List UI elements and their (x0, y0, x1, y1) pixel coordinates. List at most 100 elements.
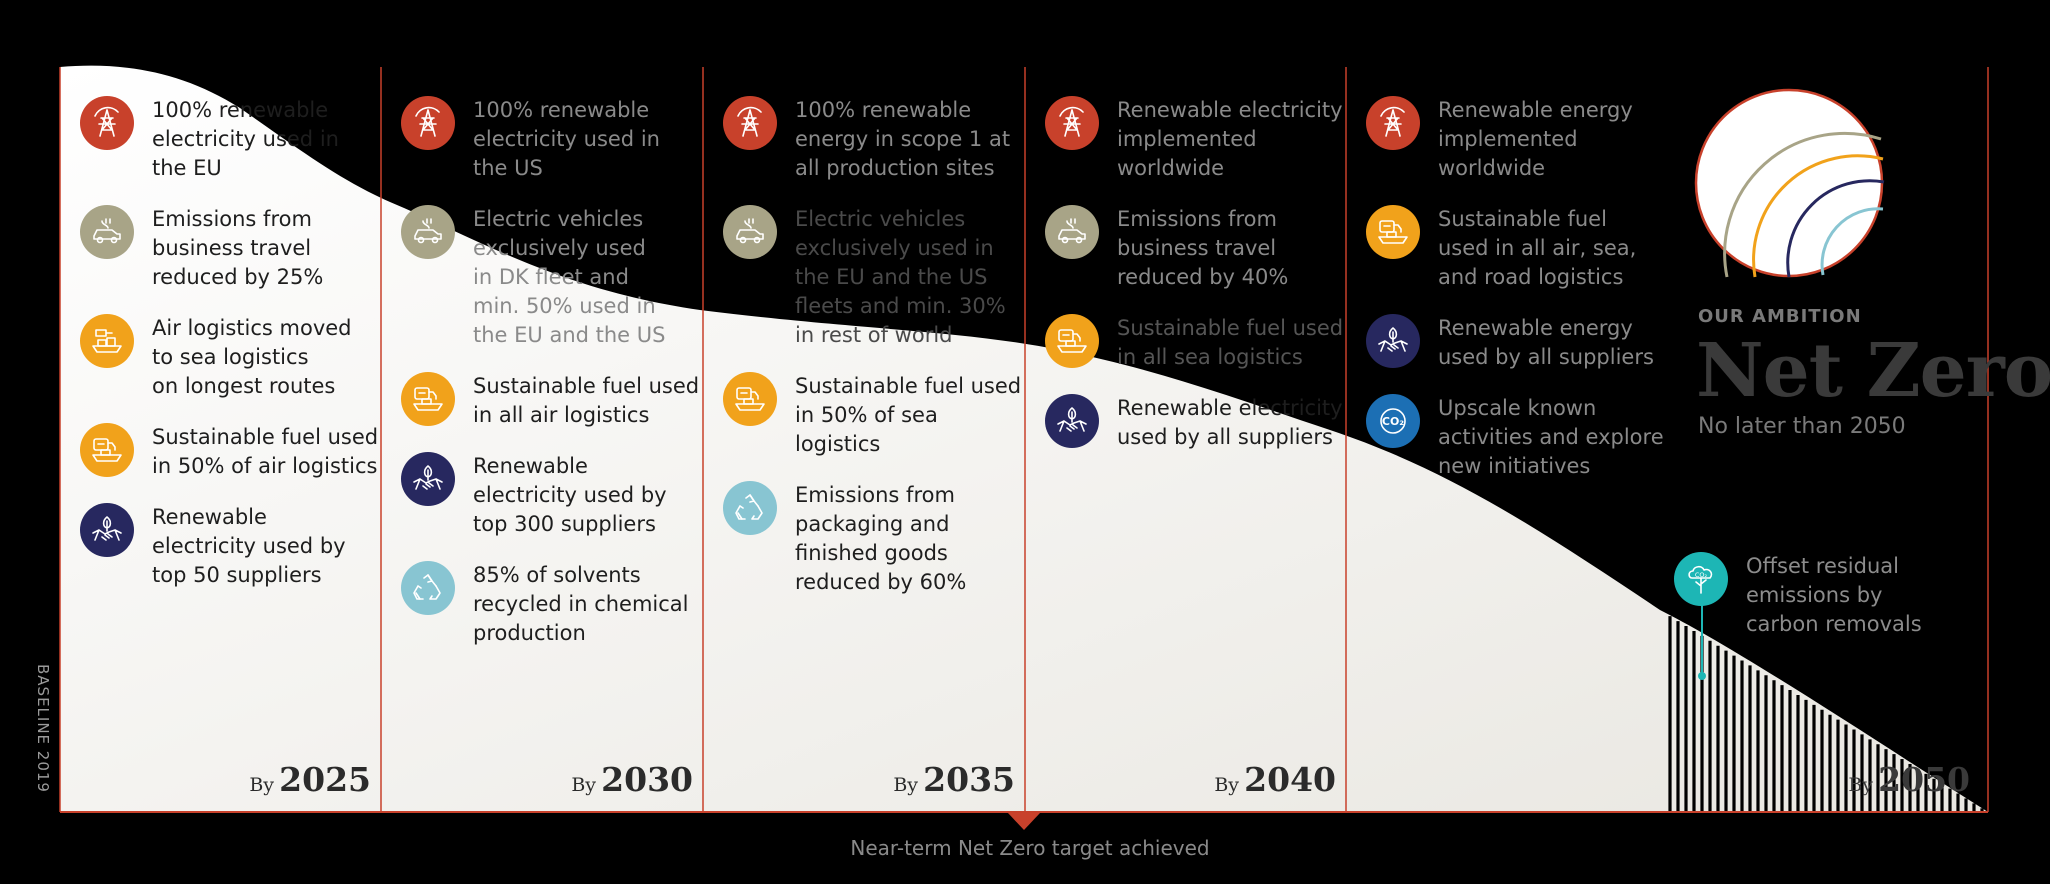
year-label: By 2025 (51, 760, 371, 799)
milestone-item: Electric vehicles exclusively used in DK… (401, 205, 706, 350)
milestone-item: 85% of solvents recycled in chemical pro… (401, 561, 706, 648)
milestone-text: Sustainable fuel used in all air, sea, a… (1438, 207, 1637, 289)
fuel-truck-icon (1366, 205, 1420, 259)
svg-text:CO₂: CO₂ (1382, 415, 1404, 428)
power-tower-icon (401, 96, 455, 150)
milestone-item: 100% renewable electricity used in the U… (401, 96, 706, 183)
milestone-text: Renewable electricity used by all suppli… (1117, 396, 1343, 449)
milestone-text: Sustainable fuel used in all sea logisti… (1117, 316, 1344, 369)
co2-tree-icon: CO₂ (1674, 552, 1728, 606)
year-number: 2030 (601, 760, 693, 799)
milestone-text: Electric vehicles exclusively used in DK… (473, 207, 666, 347)
year-by: By (249, 774, 275, 796)
milestone-item: Emissions from business travel reduced b… (1045, 205, 1350, 292)
milestone-item: Renewable electricity used by top 50 sup… (80, 503, 385, 590)
power-tower-icon (723, 96, 777, 150)
milestone-text: Air logistics moved to sea logistics on … (152, 316, 352, 398)
offset-connector-dot (1698, 672, 1706, 680)
leaf-handshake-icon (401, 452, 455, 506)
co2-icon: CO₂ (1366, 394, 1420, 448)
leaf-handshake-icon (80, 503, 134, 557)
milestone-text: Renewable electricity implemented worldw… (1117, 98, 1343, 180)
milestone-text: 100% renewable energy in scope 1 at all … (795, 98, 1011, 180)
milestone-text: Emissions from packaging and finished go… (795, 483, 967, 594)
milestone-text: Emissions from business travel reduced b… (152, 207, 324, 289)
milestone-text: Renewable electricity used by top 300 su… (473, 454, 667, 536)
milestone-column: 100% renewable electricity used in the U… (401, 96, 706, 670)
ambition-label: OUR AMBITION (1698, 306, 1862, 327)
power-tower-icon (80, 96, 134, 150)
year-by: By (1214, 774, 1240, 796)
year-number: 2035 (923, 760, 1015, 799)
milestone-item: Renewable energy used by all suppliers (1366, 314, 1671, 372)
year-label: By 2040 (1016, 760, 1336, 799)
milestone-item: Electric vehicles exclusively used in th… (723, 205, 1028, 350)
milestone-text: Sustainable fuel used in 50% of air logi… (152, 425, 379, 478)
milestone-text: 100% renewable electricity used in the U… (473, 98, 660, 180)
ambition-subtitle: No later than 2050 (1698, 414, 1906, 439)
milestone-item: Sustainable fuel used in 50% of sea logi… (723, 372, 1028, 459)
milestone-item: Sustainable fuel used in all sea logisti… (1045, 314, 1350, 372)
offset-milestone: CO₂ Offset residual emissions by carbon … (1674, 552, 1922, 639)
electric-car-icon (723, 205, 777, 259)
milestone-text: Electric vehicles exclusively used in th… (795, 207, 1006, 347)
milestone-item: Renewable energy implemented worldwide (1366, 96, 1671, 183)
fuel-truck-icon (80, 423, 134, 477)
year-by: By (1848, 774, 1874, 796)
milestone-item: Renewable electricity implemented worldw… (1045, 96, 1350, 183)
cargo-ship-icon (80, 314, 134, 368)
milestone-text: Renewable energy used by all suppliers (1438, 316, 1654, 369)
milestone-item: Renewable electricity used by all suppli… (1045, 394, 1350, 452)
milestone-text: 85% of solvents recycled in chemical pro… (473, 563, 689, 645)
year-by: By (571, 774, 597, 796)
milestone-item: Air logistics moved to sea logistics on … (80, 314, 385, 401)
milestone-item: Emissions from packaging and finished go… (723, 481, 1028, 597)
milestone-item: Sustainable fuel used in all air, sea, a… (1366, 205, 1671, 292)
near-term-marker (1008, 813, 1040, 830)
milestone-column: 100% renewable electricity used in the E… (80, 96, 385, 612)
year-number: 2040 (1244, 760, 1336, 799)
milestone-text: Renewable electricity used by top 50 sup… (152, 505, 346, 587)
fuel-truck-icon (723, 372, 777, 426)
milestone-column: 100% renewable energy in scope 1 at all … (723, 96, 1028, 619)
milestone-item: Sustainable fuel used in all air logisti… (401, 372, 706, 430)
net-zero-circle-icon (1694, 88, 1885, 278)
year-number: 2050 (1878, 760, 1970, 799)
milestone-text: 100% renewable electricity used in the E… (152, 98, 339, 180)
svg-text:CO₂: CO₂ (1695, 571, 1708, 579)
leaf-handshake-icon (1045, 394, 1099, 448)
milestone-item: 100% renewable energy in scope 1 at all … (723, 96, 1028, 183)
electric-car-icon (1045, 205, 1099, 259)
year-dividers (59, 67, 1989, 812)
milestone-text: Sustainable fuel used in 50% of sea logi… (795, 374, 1022, 456)
year-label: By 2035 (695, 760, 1015, 799)
milestone-item: Emissions from business travel reduced b… (80, 205, 385, 292)
recycle-icon (723, 481, 777, 535)
leaf-handshake-icon (1366, 314, 1420, 368)
recycle-icon (401, 561, 455, 615)
milestone-column: Renewable electricity implemented worldw… (1045, 96, 1350, 474)
year-number: 2025 (279, 760, 371, 799)
electric-car-icon (80, 205, 134, 259)
milestone-item: Sustainable fuel used in 50% of air logi… (80, 423, 385, 481)
milestone-item: CO₂ Upscale known activities and explore … (1366, 394, 1671, 481)
milestone-item: 100% renewable electricity used in the E… (80, 96, 385, 183)
near-term-label: Near-term Net Zero target achieved (850, 836, 1210, 860)
milestone-item: Renewable electricity used by top 300 su… (401, 452, 706, 539)
offset-text: Offset residual emissions by carbon remo… (1746, 554, 1922, 636)
milestone-column: Renewable energy implemented worldwide Su… (1366, 96, 1671, 503)
year-2050-label: By 2050 (1790, 760, 1970, 799)
milestone-text: Renewable energy implemented worldwide (1438, 98, 1633, 180)
year-by: By (893, 774, 919, 796)
fuel-truck-icon (401, 372, 455, 426)
milestone-text: Sustainable fuel used in all air logisti… (473, 374, 700, 427)
year-label: By 2030 (373, 760, 693, 799)
electric-car-icon (401, 205, 455, 259)
milestone-text: Upscale known activities and explore new… (1438, 396, 1664, 478)
baseline-label: BASELINE 2019 (34, 664, 52, 793)
power-tower-icon (1045, 96, 1099, 150)
ambition-title: Net Zero (1696, 328, 2050, 414)
fuel-truck-icon (1045, 314, 1099, 368)
